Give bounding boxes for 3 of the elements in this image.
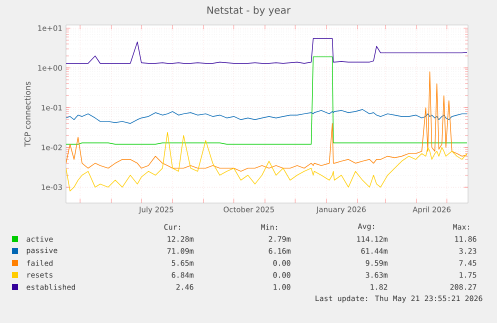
line-series xyxy=(66,132,468,192)
chart-title: Netstat - by year xyxy=(207,6,291,16)
line-series xyxy=(66,109,468,124)
